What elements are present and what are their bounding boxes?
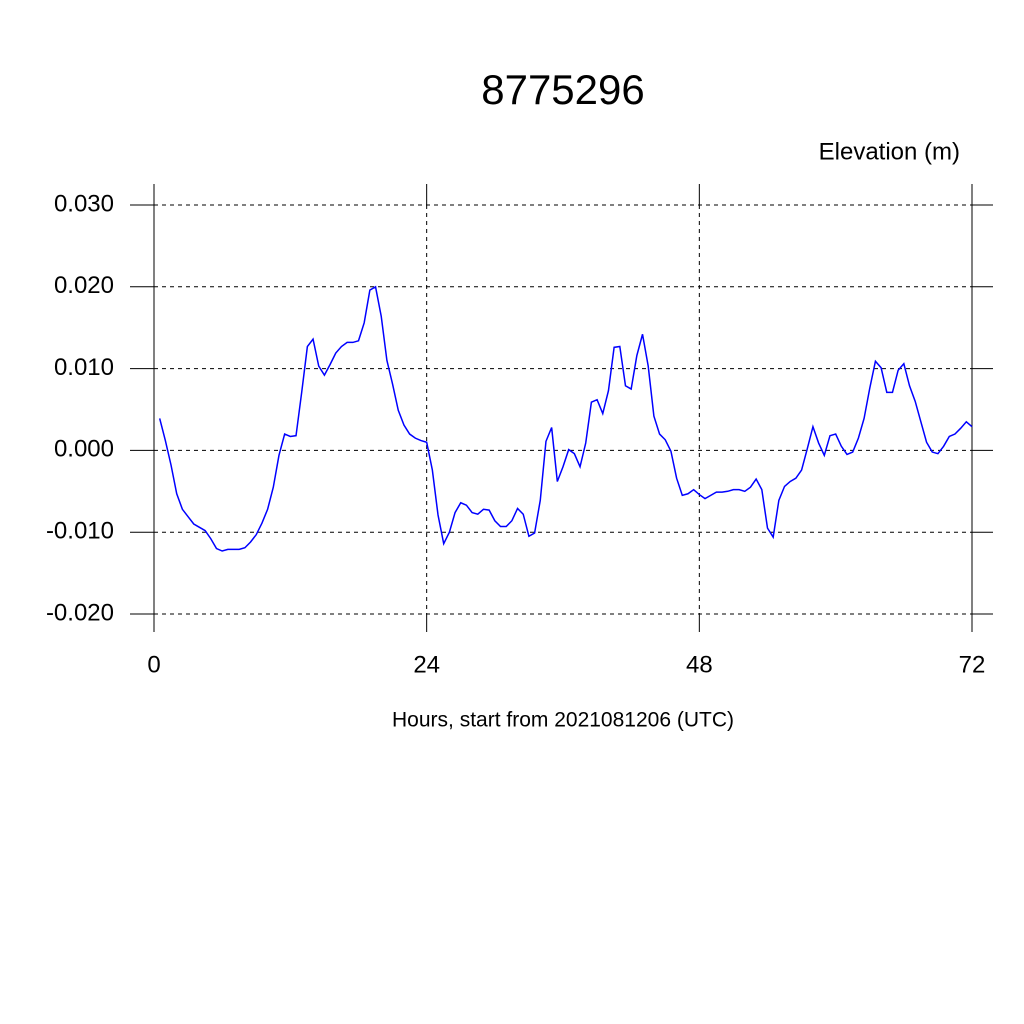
y-tick-label: 0.010: [54, 354, 114, 381]
y-tick-label: 0.020: [54, 272, 114, 299]
axis-unit: Elevation (m): [819, 138, 960, 165]
y-tick-label: -0.010: [46, 518, 114, 545]
y-tick-label: 0.030: [54, 190, 114, 217]
x-tick-label: 24: [413, 651, 440, 678]
y-tick-label: -0.020: [46, 599, 114, 626]
x-tick-label: 0: [147, 651, 160, 678]
y-tick-label: 0.000: [54, 436, 114, 463]
data-line: [158, 285, 973, 552]
x-axis-label: Hours, start from 2021081206 (UTC): [392, 709, 734, 732]
chart-title: 8775296: [481, 66, 645, 113]
x-tick-label: 48: [686, 651, 713, 678]
x-tick-label: 72: [959, 651, 986, 678]
